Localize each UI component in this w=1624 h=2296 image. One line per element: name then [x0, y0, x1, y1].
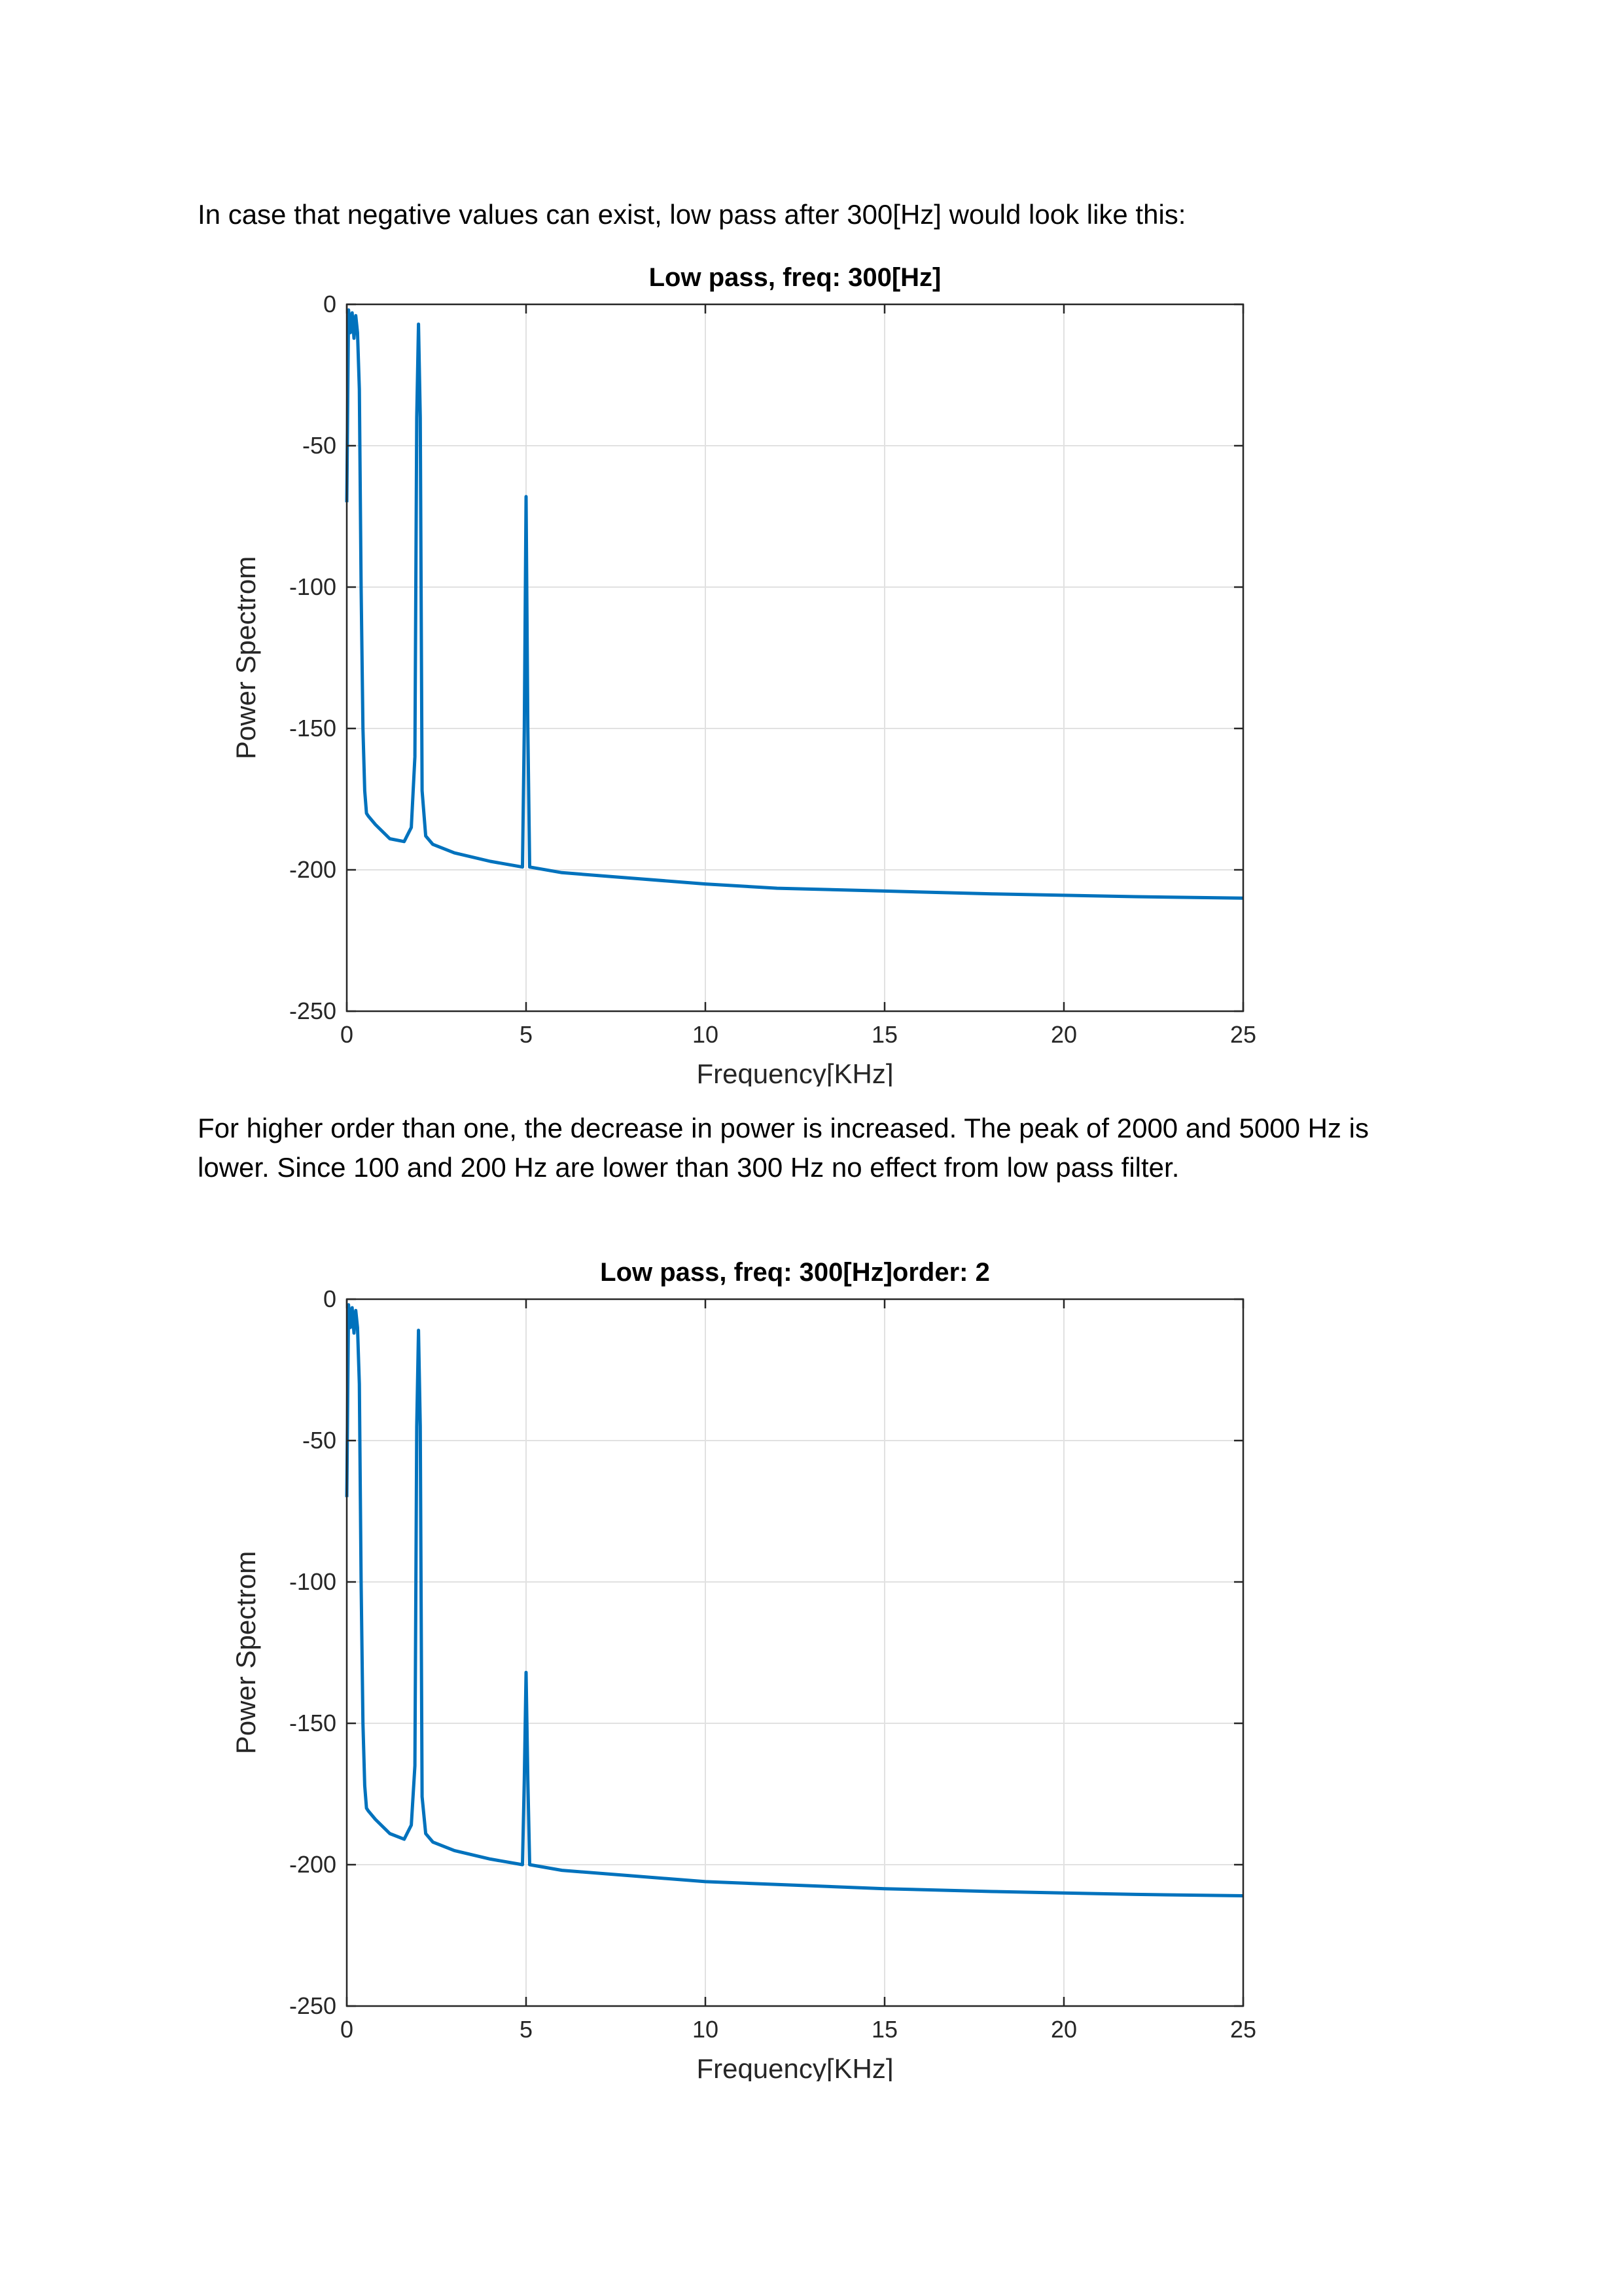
- y-tick-label: -50: [302, 1427, 336, 1454]
- x-tick-label: 10: [692, 2016, 718, 2043]
- chart-low-pass-order-2: 0 5 10 15 20 25 0 -50 -100 -150 -200 -250 Low pass, …: [0, 1230, 1624, 2084]
- y-tick-label: 0: [323, 291, 336, 317]
- y-axis-label: Power Spectrom: [230, 556, 261, 759]
- y-axis-label: Power Spectrom: [230, 1551, 261, 1754]
- order-note-paragraph: For higher order than one, the decrease …: [198, 1113, 1369, 1183]
- chart-low-pass-order-1: 0 5 10 15 20 25 0 -50 -100 -150 -200 -250 Low pass, …: [0, 236, 1624, 1089]
- y-tick-label: -200: [289, 856, 336, 883]
- chart-svg: 0 5 10 15 20 25 0 -50 -100 -150 -200 -250 Low pass, …: [230, 263, 1256, 1089]
- series-line: [345, 308, 1244, 900]
- chart-svg: 0 5 10 15 20 25 0 -50 -100 -150 -200 -250 Low pass, …: [230, 1258, 1256, 2084]
- y-tick-label: -250: [289, 997, 336, 1024]
- y-tick-label: -100: [289, 573, 336, 600]
- x-tick-label: 20: [1051, 1021, 1077, 1048]
- x-axis-label: Frequency[KHz]: [696, 2053, 893, 2081]
- x-tick-label: 15: [872, 1021, 898, 1048]
- y-tick-label: -150: [289, 715, 336, 742]
- y-tick-label: 0: [323, 1285, 336, 1312]
- y-tick-label: -250: [289, 1992, 336, 2019]
- x-tick-label: 5: [520, 2016, 533, 2043]
- y-tick-label: -150: [289, 1710, 336, 1736]
- x-tick-label: 15: [872, 2016, 898, 2043]
- y-tick-label: -50: [302, 432, 336, 459]
- chart-title: Low pass, freq: 300[Hz]order: 2: [600, 1258, 990, 1287]
- chart-title: Low pass, freq: 300[Hz]: [649, 263, 942, 292]
- series-line: [345, 1303, 1244, 1897]
- y-tick-label: -200: [289, 1851, 336, 1878]
- x-tick-label: 5: [520, 1021, 533, 1048]
- x-tick-label: 0: [340, 2016, 353, 2043]
- x-axis-label: Frequency[KHz]: [696, 1058, 893, 1086]
- x-tick-label: 10: [692, 1021, 718, 1048]
- plot-frame: [345, 1298, 1244, 2007]
- x-tick-label: 20: [1051, 2016, 1077, 2043]
- x-tick-label: 0: [340, 1021, 353, 1048]
- y-tick-label: -100: [289, 1568, 336, 1595]
- plot-frame: [345, 303, 1244, 1013]
- intro-paragraph: In case that negative values can exist, …: [198, 199, 1186, 230]
- x-tick-label: 25: [1230, 2016, 1256, 2043]
- x-tick-label: 25: [1230, 1021, 1256, 1048]
